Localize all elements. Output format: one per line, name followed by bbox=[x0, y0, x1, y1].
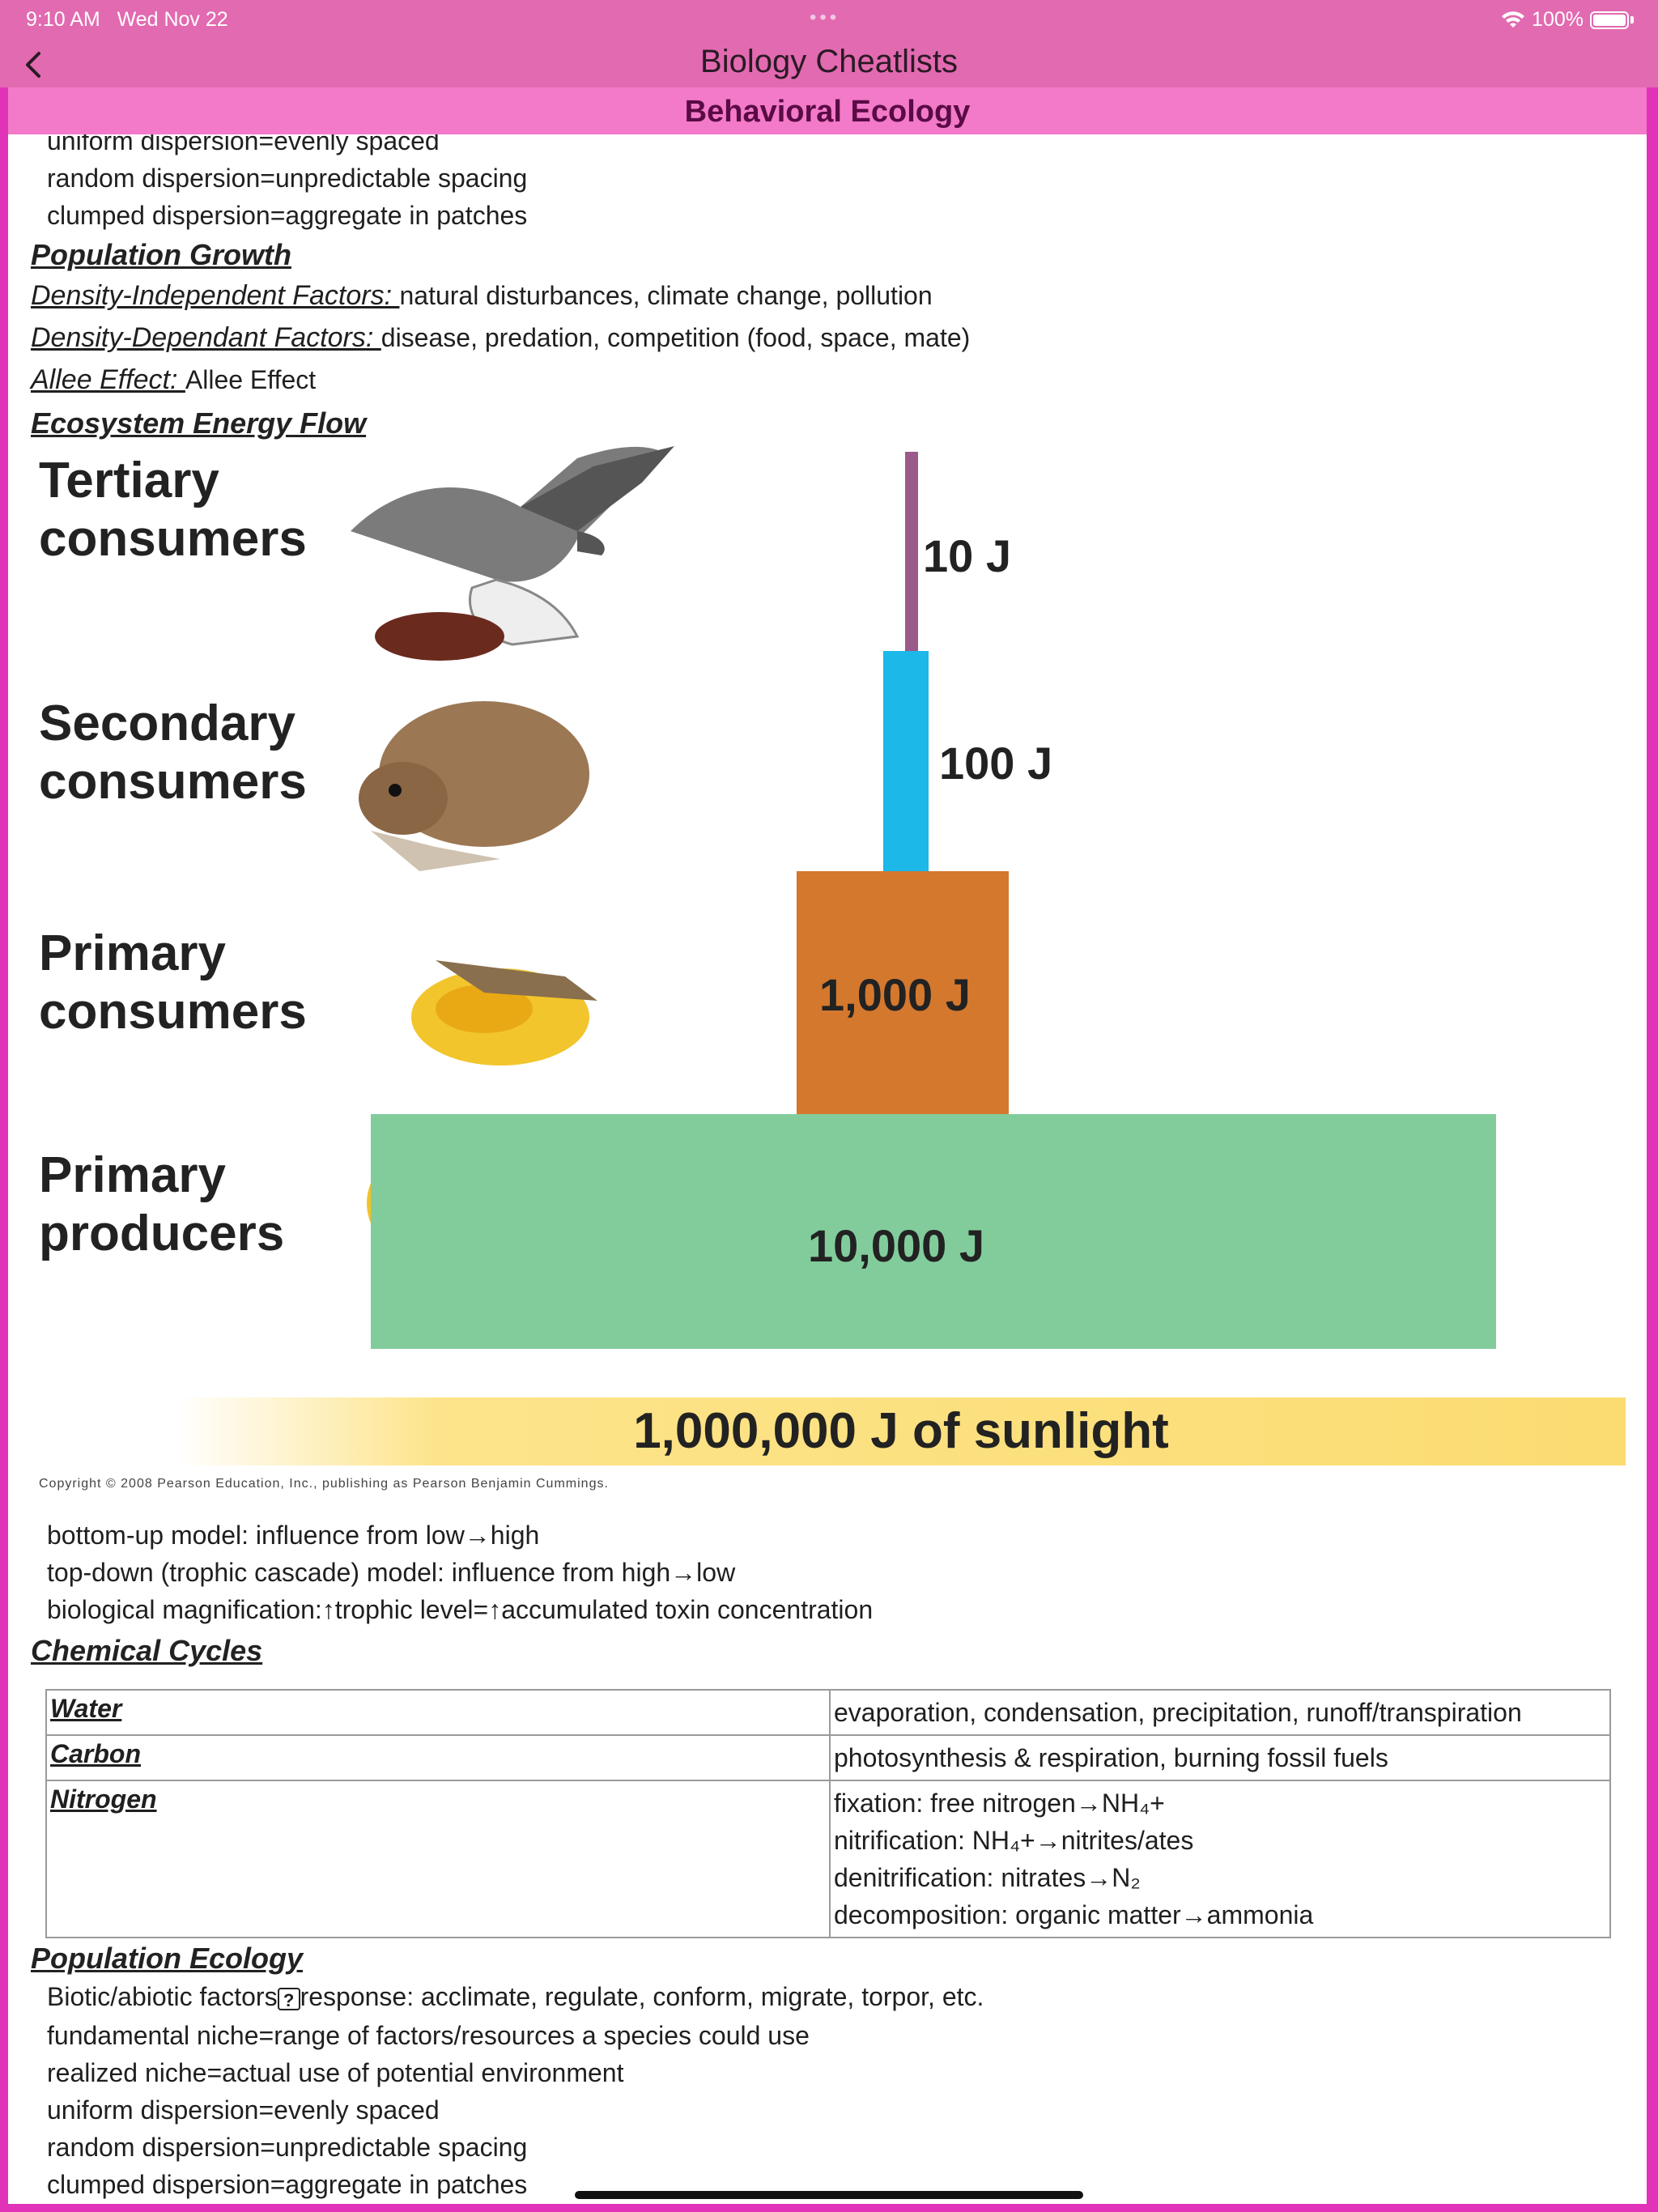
text-line: top-down (trophic cascade) model: influe… bbox=[47, 1558, 736, 1587]
text-line: Biotic/abiotic factors? response: acclima… bbox=[47, 1982, 984, 2011]
table-cell-key: Carbon bbox=[45, 1734, 831, 1781]
mouse-icon bbox=[359, 701, 589, 871]
table-row: Water evaporation, condensation, precipi… bbox=[45, 1689, 1611, 1736]
chemical-cycles-table: Water evaporation, condensation, precipi… bbox=[45, 1689, 1611, 1938]
energy-pyramid-figure: Tertiary consumers Secondary consumers Pri… bbox=[31, 442, 1642, 1495]
table-cell-value: fixation: free nitrogen→NH₄+ nitrificati… bbox=[829, 1780, 1611, 1938]
sunlight-band: 1,000,000 J of sunlight bbox=[176, 1397, 1626, 1465]
multitasking-dots-icon[interactable]: ••• bbox=[810, 6, 840, 28]
heading-population-ecology: Population Ecology bbox=[31, 1942, 304, 1975]
hawk-icon bbox=[351, 446, 674, 661]
factor-density-dependant: Density-Dependant Factors: disease, pred… bbox=[31, 322, 971, 353]
battery-tip bbox=[1630, 16, 1634, 23]
text-line: clumped dispersion=aggregate in patches bbox=[47, 201, 528, 230]
text-line: random dispersion=unpredictable spacing bbox=[47, 164, 528, 193]
label-primary-producers: Primary producers bbox=[39, 1147, 285, 1261]
energy-bar-producers bbox=[371, 1114, 1496, 1349]
heading-chemical-cycles: Chemical Cycles bbox=[31, 1634, 263, 1667]
text-line: uniform dispersion=evenly spaced bbox=[47, 2095, 440, 2125]
figure-credit: Copyright © 2008 Pearson Education, Inc.… bbox=[39, 1477, 609, 1491]
battery-percent: 100% bbox=[1532, 8, 1584, 31]
energy-bar-secondary bbox=[883, 651, 929, 871]
energy-label-tertiary: 10 J bbox=[923, 530, 1011, 581]
sunlight-label: 1,000,000 J of sunlight bbox=[633, 1403, 1169, 1459]
text-line: bottom-up model: influence from low→high bbox=[47, 1521, 540, 1550]
grasshopper-flower-icon bbox=[411, 960, 597, 1066]
status-right: 100% bbox=[1501, 8, 1634, 32]
table-cell-key: Nitrogen bbox=[45, 1780, 831, 1938]
heading-energy-flow: Ecosystem Energy Flow bbox=[31, 406, 367, 440]
energy-bar-primary-consumers bbox=[797, 871, 1009, 1114]
wifi-icon bbox=[1502, 11, 1525, 28]
status-time: 9:10 AM Wed Nov 22 bbox=[26, 8, 228, 31]
energy-label-primary-consumers: 1,000 J bbox=[819, 969, 971, 1020]
unknown-glyph-icon: ? bbox=[277, 1987, 300, 2010]
heading-population-growth: Population Growth bbox=[31, 238, 291, 271]
nav-title: Biology Cheatlists bbox=[700, 44, 958, 79]
table-row: Nitrogen fixation: free nitrogen→NH₄+ ni… bbox=[45, 1780, 1611, 1938]
label-secondary-consumers: Secondary consumers bbox=[39, 696, 307, 810]
table-cell-value: photosynthesis & respiration, burning fo… bbox=[829, 1734, 1611, 1781]
text-line: fundamental niche=range of factors/resou… bbox=[47, 2021, 810, 2050]
text-line: realized niche=actual use of potential e… bbox=[47, 2058, 624, 2087]
text-line: random dispersion=unpredictable spacing bbox=[47, 2133, 528, 2162]
energy-label-producers: 10,000 J bbox=[808, 1220, 984, 1271]
back-chevron-icon[interactable] bbox=[18, 49, 50, 81]
home-indicator[interactable] bbox=[575, 2191, 1083, 2199]
table-cell-value: evaporation, condensation, precipitation… bbox=[829, 1689, 1611, 1736]
factor-allee-effect: Allee Effect: Allee Effect bbox=[31, 364, 317, 395]
text-line: uniform dispersion=evenly spaced bbox=[47, 134, 440, 155]
label-tertiary-consumers: Tertiary consumers bbox=[39, 453, 307, 567]
status-bar: 9:10 AM Wed Nov 22 ••• 100% bbox=[0, 0, 1658, 40]
text-line: clumped dispersion=aggregate in patches bbox=[47, 2170, 528, 2199]
energy-bar-tertiary bbox=[905, 452, 918, 651]
nav-bar: Biology Cheatlists bbox=[0, 40, 1658, 87]
text-line: biological magnification:↑trophic level=… bbox=[47, 1595, 874, 1624]
content-area[interactable]: uniform dispersion=evenly spaced random … bbox=[8, 134, 1647, 2204]
section-title: Behavioral Ecology bbox=[8, 87, 1647, 134]
factor-density-independent: Density-Independent Factors: natural dis… bbox=[31, 280, 933, 311]
table-row: Carbon photosynthesis & respiration, bur… bbox=[45, 1734, 1611, 1781]
label-primary-consumers: Primary consumers bbox=[39, 925, 307, 1040]
battery-icon bbox=[1590, 11, 1629, 29]
table-cell-key: Water bbox=[45, 1689, 831, 1736]
energy-label-secondary: 100 J bbox=[939, 738, 1053, 789]
